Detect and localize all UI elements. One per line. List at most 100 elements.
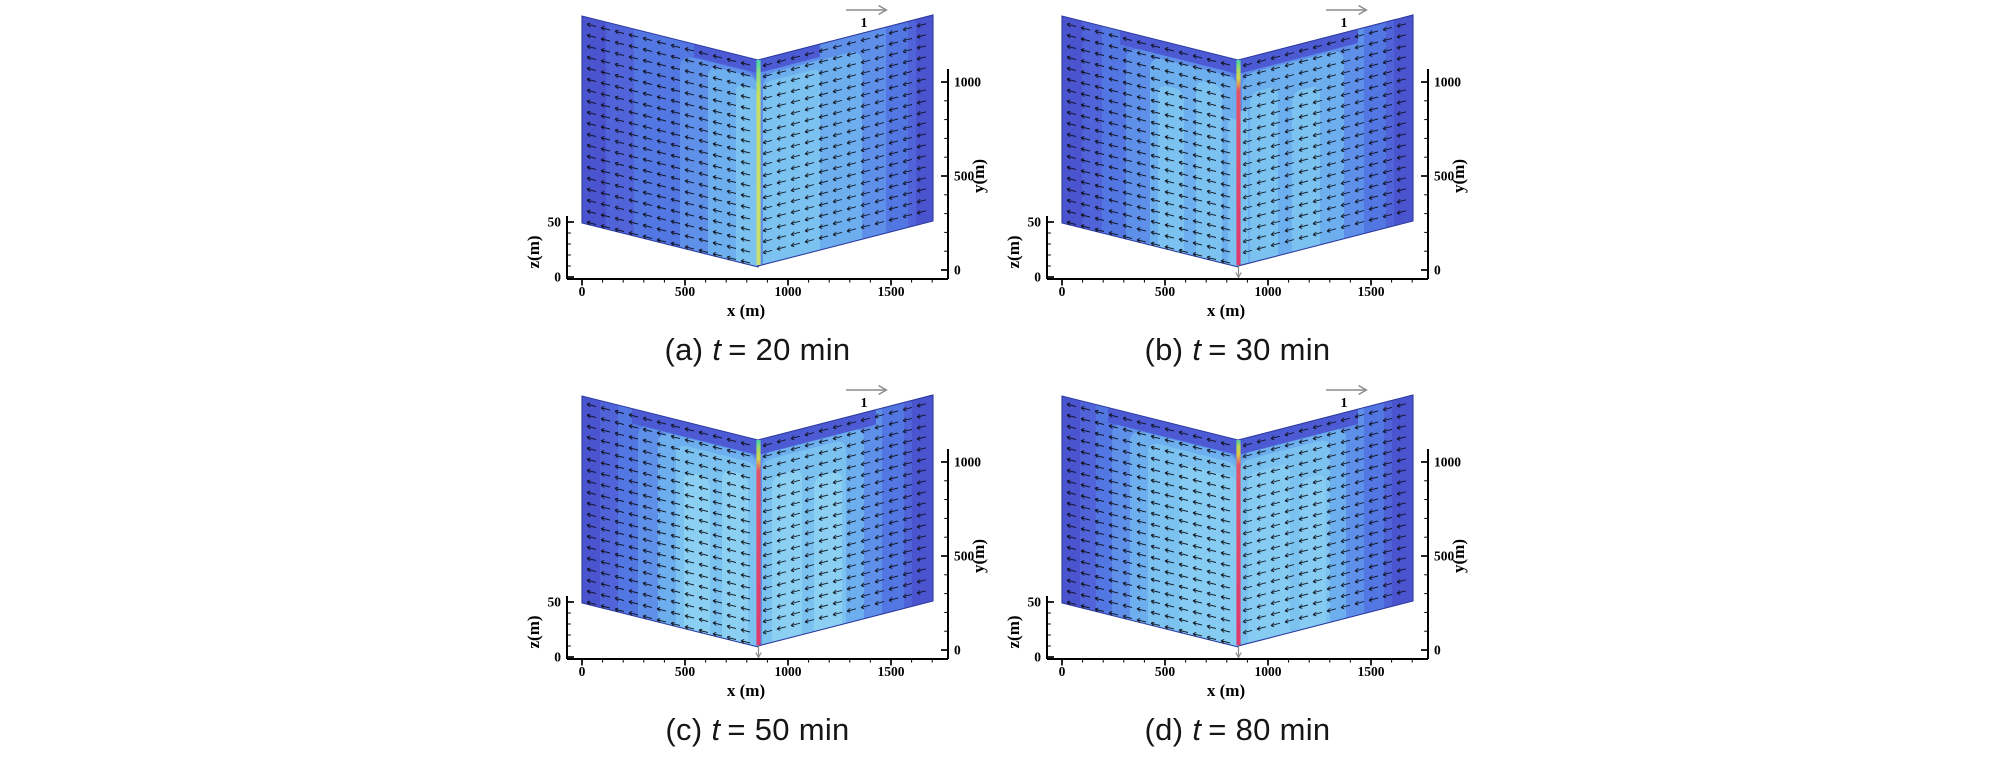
caption-variable: t xyxy=(711,712,721,747)
reference-vector-label: 1 xyxy=(861,396,868,411)
z-axis-title: z(m) xyxy=(1004,235,1023,268)
caption-c: (c) t = 50 min xyxy=(567,712,948,748)
surface-face-right xyxy=(1237,14,1414,267)
x-tick-label: 500 xyxy=(675,284,696,299)
y-axis: 1000 500 0 y(m) xyxy=(941,449,988,659)
reference-vector-label: 1 xyxy=(1341,16,1348,31)
z-tick-label: 0 xyxy=(1034,650,1041,665)
y-tick-label: 1000 xyxy=(954,455,981,470)
panel-c: 0 500 1000 1500 x (m) 1000 500 0 y(m) 50 0 z(m) 1 xyxy=(440,374,1000,714)
z-axis: 50 0 z(m) xyxy=(524,595,574,665)
y-tick-label: 500 xyxy=(954,549,975,564)
x-axis-title: x (m) xyxy=(1207,681,1245,700)
fold-front-line xyxy=(756,440,761,645)
surface-face-left xyxy=(1061,15,1239,268)
x-axis: 0 500 1000 1500 x (m) xyxy=(567,658,948,700)
z-axis-title: z(m) xyxy=(1004,615,1023,648)
caption-variable: t xyxy=(1192,332,1202,367)
x-axis-title: x (m) xyxy=(1207,301,1245,320)
x-axis-title: x (m) xyxy=(727,301,765,320)
y-tick-label: 1000 xyxy=(1434,75,1461,90)
x-tick-label: 0 xyxy=(1059,284,1066,299)
surface-face-right xyxy=(757,394,934,647)
caption-index: (c) xyxy=(665,712,703,747)
y-axis: 1000 500 0 y(m) xyxy=(1421,69,1468,279)
reference-vector-arrow-icon xyxy=(1326,4,1368,16)
panel-b: 0 500 1000 1500 x (m) 1000 500 0 y(m) 50 0 z(m) 1 xyxy=(920,0,1480,334)
fold-bottom-down-arrow-icon xyxy=(1235,265,1242,279)
y-tick-label: 500 xyxy=(954,169,975,184)
z-axis: 50 0 z(m) xyxy=(1004,595,1054,665)
caption-value: = 80 min xyxy=(1208,712,1331,747)
caption-index: (a) xyxy=(664,332,704,367)
x-tick-label: 1500 xyxy=(878,284,905,299)
x-axis: 0 500 1000 1500 x (m) xyxy=(1047,658,1428,700)
z-tick-label: 0 xyxy=(1034,270,1041,285)
caption-value: = 50 min xyxy=(727,712,850,747)
x-tick-label: 1000 xyxy=(1255,284,1282,299)
fold-front-line xyxy=(1236,440,1241,645)
y-tick-label: 1000 xyxy=(954,75,981,90)
y-tick-label: 0 xyxy=(954,263,961,278)
y-axis-title: y(m) xyxy=(1449,159,1468,193)
surface-face-left xyxy=(581,15,759,268)
x-tick-label: 1500 xyxy=(1358,284,1385,299)
caption-a: (a) t = 20 min xyxy=(567,332,948,368)
caption-value: = 30 min xyxy=(1208,332,1331,367)
x-axis: 0 500 1000 1500 x (m) xyxy=(567,278,948,320)
caption-index: (b) xyxy=(1144,332,1184,367)
x-tick-label: 1000 xyxy=(1255,664,1282,679)
z-tick-label: 0 xyxy=(554,270,561,285)
x-tick-label: 0 xyxy=(579,664,586,679)
y-axis-title: y(m) xyxy=(969,539,988,573)
y-tick-label: 0 xyxy=(1434,643,1441,658)
x-tick-label: 1000 xyxy=(775,664,802,679)
y-tick-label: 500 xyxy=(1434,169,1455,184)
x-tick-label: 1500 xyxy=(878,664,905,679)
y-tick-label: 0 xyxy=(1434,263,1441,278)
x-tick-label: 0 xyxy=(1059,664,1066,679)
z-axis-title: z(m) xyxy=(524,235,543,268)
z-tick-label: 50 xyxy=(548,215,562,230)
z-axis: 50 0 z(m) xyxy=(524,215,574,285)
x-tick-label: 500 xyxy=(1155,284,1176,299)
y-axis: 1000 500 0 y(m) xyxy=(941,69,988,279)
y-axis-title: y(m) xyxy=(969,159,988,193)
reference-vector-arrow-icon xyxy=(846,4,888,16)
z-tick-label: 0 xyxy=(554,650,561,665)
y-axis: 1000 500 0 y(m) xyxy=(1421,449,1468,659)
panel-d: 0 500 1000 1500 x (m) 1000 500 0 y(m) 50 0 z(m) 1 xyxy=(920,374,1480,714)
fold-bottom-down-arrow-icon xyxy=(755,645,762,659)
y-axis-title: y(m) xyxy=(1449,539,1468,573)
reference-vector-label: 1 xyxy=(861,16,868,31)
caption-variable: t xyxy=(1192,712,1202,747)
fold-front-line xyxy=(1236,60,1241,265)
y-tick-label: 500 xyxy=(1434,549,1455,564)
x-axis-title: x (m) xyxy=(727,681,765,700)
panel-a: 0 500 1000 1500 x (m) 1000 500 0 y(m) 50 0 z(m) 1 xyxy=(440,0,1000,334)
x-tick-label: 0 xyxy=(579,284,586,299)
reference-vector-label: 1 xyxy=(1341,396,1348,411)
z-axis-title: z(m) xyxy=(524,615,543,648)
reference-vector-arrow-icon xyxy=(1326,384,1368,396)
caption-value: = 20 min xyxy=(728,332,851,367)
x-tick-label: 1000 xyxy=(775,284,802,299)
x-tick-label: 500 xyxy=(1155,664,1176,679)
reference-vector-arrow-icon xyxy=(846,384,888,396)
surface-face-left xyxy=(1061,395,1239,648)
z-tick-label: 50 xyxy=(1028,215,1042,230)
caption-variable: t xyxy=(712,332,722,367)
x-tick-label: 1500 xyxy=(1358,664,1385,679)
x-tick-label: 500 xyxy=(675,664,696,679)
caption-index: (d) xyxy=(1144,712,1184,747)
x-axis: 0 500 1000 1500 x (m) xyxy=(1047,278,1428,320)
z-tick-label: 50 xyxy=(1028,595,1042,610)
y-tick-label: 0 xyxy=(954,643,961,658)
surface-face-right xyxy=(757,14,934,267)
surface-face-right xyxy=(1237,394,1414,647)
